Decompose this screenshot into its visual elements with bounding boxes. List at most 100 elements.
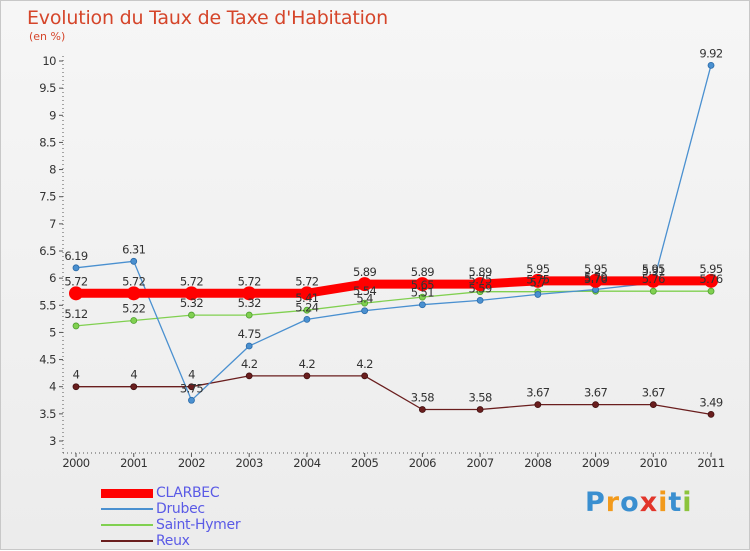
- chart-subtitle: (en %): [29, 30, 66, 43]
- data-label-drubec: 6.31: [122, 242, 145, 256]
- y-tick-label: 9: [49, 108, 56, 122]
- data-label-saint-hymer: 5.22: [122, 301, 145, 315]
- point-clarbec: [530, 273, 545, 288]
- legend-swatch-saint-hymer: [101, 524, 153, 526]
- legend-label-clarbec: CLARBEC: [156, 485, 220, 501]
- legend-item-reux[interactable]: Reux: [101, 533, 361, 549]
- point-clarbec: [704, 273, 719, 288]
- x-tick-label: 2010: [640, 456, 667, 470]
- y-tick-label: 3: [49, 434, 56, 448]
- point-clarbec: [415, 277, 430, 292]
- data-label-reux: 3.49: [699, 395, 722, 409]
- data-label-saint-hymer: 5.32: [238, 296, 261, 310]
- point-clarbec: [69, 286, 83, 301]
- data-label-drubec: 5.24: [295, 300, 318, 314]
- point-saint-hymer: [418, 293, 426, 301]
- data-label-clarbec: 5.72: [238, 274, 261, 288]
- y-tick-label: 8: [49, 163, 56, 177]
- legend-item-clarbec[interactable]: CLARBEC: [101, 485, 361, 501]
- x-tick-label: 2007: [466, 456, 493, 470]
- data-label-clarbec: 5.72: [295, 274, 318, 288]
- y-tick-label: 10: [42, 54, 56, 68]
- data-label-saint-hymer: 5.76: [699, 272, 722, 286]
- chart-title: Evolution du Taux de Taxe d'Habitation: [27, 7, 388, 29]
- x-tick-label: 2011: [697, 456, 724, 470]
- point-drubec: [418, 301, 426, 309]
- point-clarbec: [126, 286, 141, 301]
- point-drubec: [534, 291, 542, 298]
- legend-item-saint-hymer[interactable]: Saint-Hymer: [101, 517, 361, 533]
- legend: CLARBEC Drubec Saint-Hymer Reux: [101, 485, 361, 549]
- x-tick-label: 2003: [236, 456, 263, 470]
- data-label-drubec: 5.4: [356, 292, 373, 306]
- series-line-clarbec: [76, 276, 711, 298]
- data-label-clarbec: 5.95: [526, 262, 549, 276]
- legend-label-reux: Reux: [156, 533, 190, 549]
- point-saint-hymer: [361, 299, 369, 307]
- legend-swatch-clarbec: [101, 488, 153, 498]
- series-lines: [69, 61, 719, 418]
- data-label-reux: 4: [188, 368, 195, 382]
- data-label-drubec: 3.75: [180, 381, 203, 395]
- point-saint-hymer: [130, 317, 138, 324]
- data-label-clarbec: 5.95: [699, 262, 722, 276]
- legend-swatch-drubec: [101, 508, 153, 510]
- data-label-drubec: 5.79: [584, 271, 607, 285]
- y-tick-label: 6: [49, 271, 56, 285]
- y-tick-label: 4: [49, 380, 56, 394]
- data-label-saint-hymer: 5.12: [64, 307, 87, 321]
- data-label-saint-hymer: 5.76: [642, 272, 665, 286]
- data-label-reux: 3.67: [642, 386, 665, 400]
- point-saint-hymer: [707, 287, 715, 295]
- data-label-drubec: 6.19: [64, 249, 87, 263]
- data-label-saint-hymer: 5.75: [469, 273, 492, 287]
- legend-label-saint-hymer: Saint-Hymer: [156, 517, 241, 533]
- point-drubec: [130, 257, 138, 265]
- data-label-reux: 3.58: [411, 391, 434, 405]
- y-tick-label: 7: [49, 217, 56, 231]
- legend-swatch-reux: [101, 540, 153, 542]
- data-label-clarbec: 5.89: [469, 265, 492, 279]
- logo-letter: o: [620, 487, 640, 518]
- data-label-reux: 4: [130, 368, 137, 382]
- data-label-clarbec: 5.89: [411, 265, 434, 279]
- point-reux: [188, 383, 195, 391]
- point-clarbec: [473, 277, 488, 292]
- point-reux: [130, 383, 138, 391]
- legend-label-drubec: Drubec: [156, 501, 205, 517]
- x-tick-label: 2008: [524, 456, 551, 470]
- point-reux: [361, 372, 369, 380]
- data-label-clarbec: 5.72: [64, 274, 87, 288]
- point-drubec: [188, 396, 195, 404]
- logo-letter: i: [658, 487, 669, 518]
- logo-letter: i: [682, 487, 693, 518]
- data-label-drubec: 5.7: [530, 275, 547, 289]
- point-reux: [534, 401, 542, 409]
- legend-item-drubec[interactable]: Drubec: [101, 501, 361, 517]
- y-tick-label: 4.5: [39, 353, 56, 367]
- x-tick-label: 2009: [582, 456, 609, 470]
- data-label-reux: 3.67: [526, 386, 549, 400]
- y-tick-label: 6.5: [39, 244, 56, 258]
- point-drubec: [476, 296, 484, 304]
- data-label-saint-hymer: 5.54: [353, 284, 376, 298]
- data-label-drubec: 9.92: [699, 46, 722, 60]
- point-clarbec: [646, 273, 661, 288]
- data-label-clarbec: 5.95: [584, 262, 607, 276]
- point-saint-hymer: [303, 306, 311, 314]
- y-tick-label: 5.5: [39, 298, 56, 312]
- point-reux: [592, 401, 599, 409]
- chart-axes: 3 3.5 4 4.5 5 5.5 6 6.5 7 7.5 8 8.5 9 9.5 10 2000 2001 20…: [39, 54, 725, 470]
- logo-letter: r: [605, 487, 621, 518]
- data-label-reux: 3.67: [584, 386, 607, 400]
- data-label-drubec: 5.59: [469, 281, 492, 295]
- point-reux: [707, 410, 715, 418]
- point-clarbec: [299, 286, 314, 301]
- point-clarbec: [357, 277, 372, 292]
- data-label-clarbec: 5.95: [642, 262, 665, 276]
- data-label-saint-hymer: 5.76: [584, 272, 607, 286]
- point-reux: [72, 383, 80, 391]
- point-drubec: [361, 307, 369, 315]
- logo-letter: x: [639, 487, 659, 518]
